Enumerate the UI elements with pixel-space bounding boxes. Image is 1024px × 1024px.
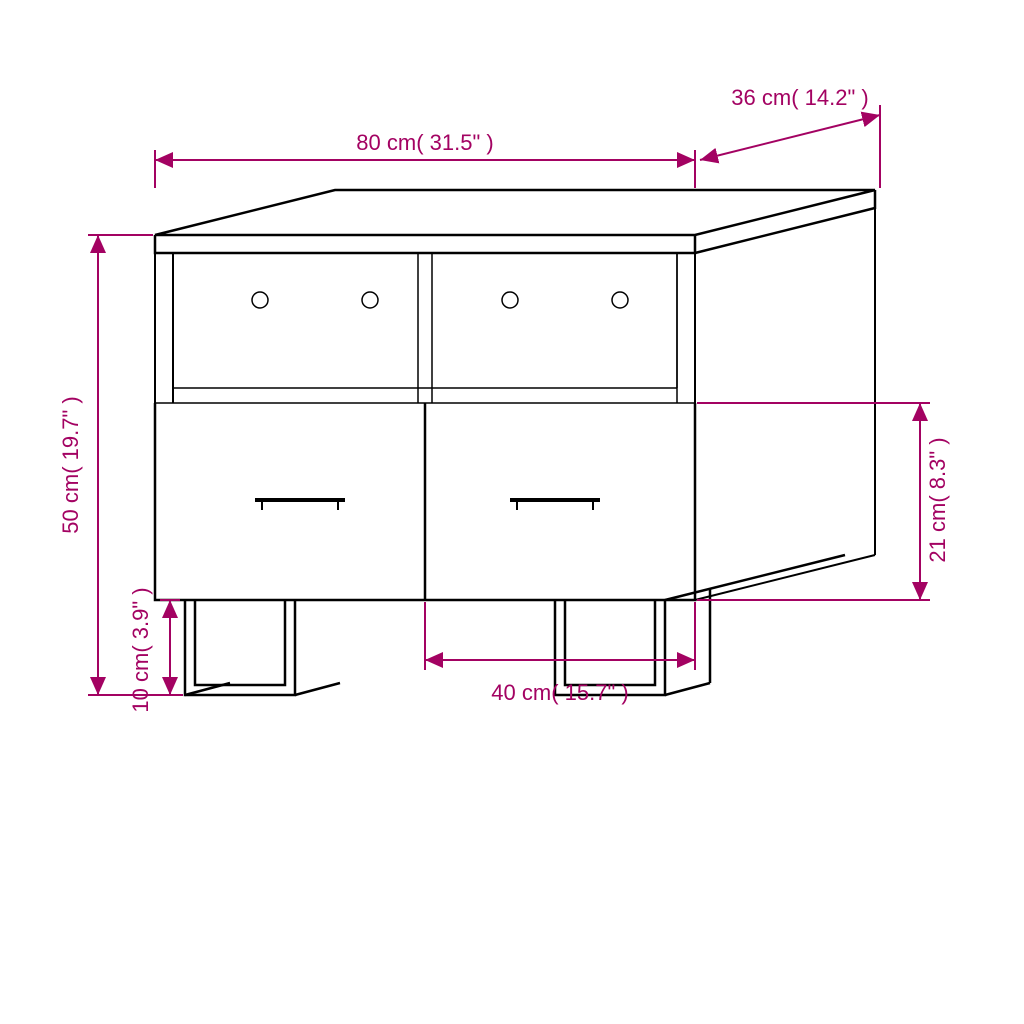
dim-drawer-w-label: 40 cm( 15.7" ) — [491, 680, 628, 705]
dim-leg-h: 10 cm( 3.9" ) — [128, 587, 180, 712]
dimensions: 80 cm( 31.5" ) 36 cm( 14.2" ) 50 cm( 19.… — [58, 85, 950, 713]
dim-drawer-h-label: 21 cm( 8.3" ) — [925, 437, 950, 562]
dim-height: 50 cm( 19.7" ) — [58, 235, 183, 695]
dim-drawer-h: 21 cm( 8.3" ) — [697, 403, 950, 600]
dim-width-label: 80 cm( 31.5" ) — [356, 130, 493, 155]
dim-width: 80 cm( 31.5" ) — [155, 130, 695, 188]
dim-leg-h-label: 10 cm( 3.9" ) — [128, 587, 153, 712]
dim-depth-label: 36 cm( 14.2" ) — [731, 85, 868, 110]
dim-height-label: 50 cm( 19.7" ) — [58, 396, 83, 533]
cabinet-drawing — [155, 190, 875, 695]
dim-depth: 36 cm( 14.2" ) — [700, 85, 880, 188]
